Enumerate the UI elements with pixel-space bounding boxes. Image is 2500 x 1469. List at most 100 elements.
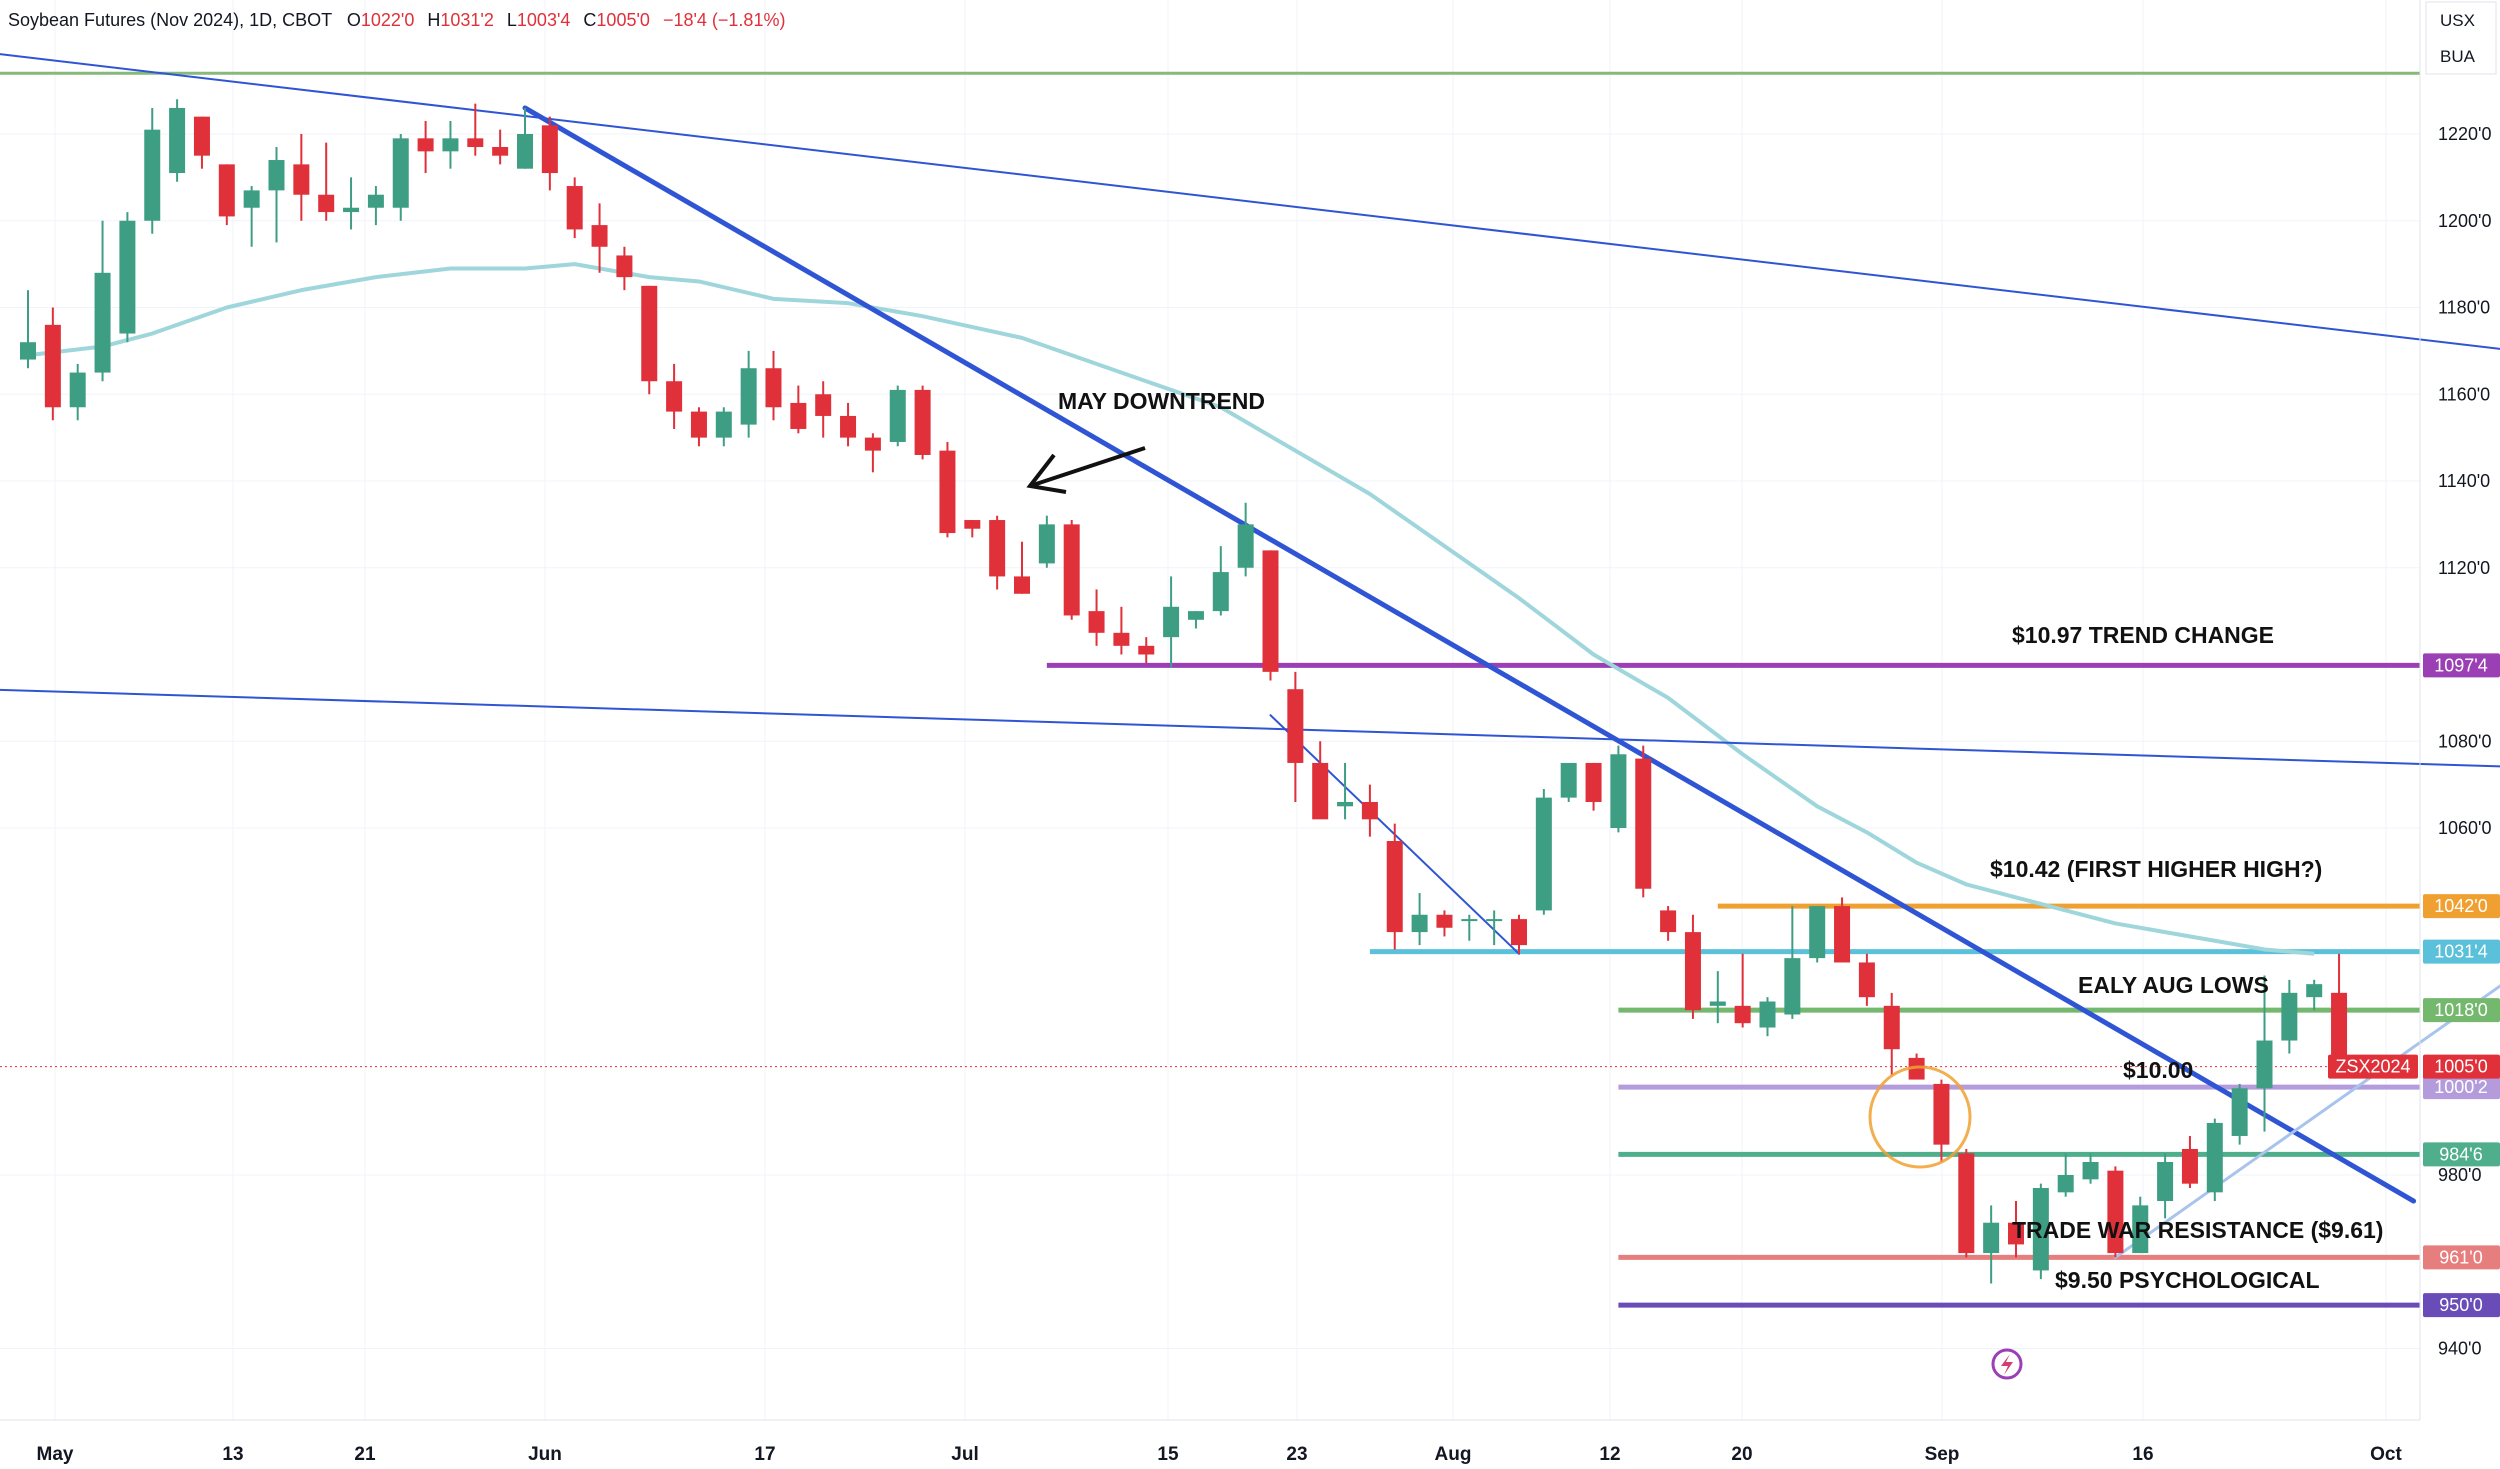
candle[interactable]: [1038, 515, 1055, 568]
candle[interactable]: [2306, 979, 2323, 1011]
candle[interactable]: [467, 103, 484, 156]
candle[interactable]: [1834, 897, 1851, 963]
price-tag[interactable]: 950'0: [2423, 1293, 2500, 1318]
candle[interactable]: [1709, 971, 1726, 1024]
trend-line-long_downtrend_upper[interactable]: [0, 52, 2500, 386]
candle[interactable]: [69, 363, 86, 421]
candle[interactable]: [765, 350, 782, 421]
candle[interactable]: [94, 220, 111, 382]
candle[interactable]: [1287, 671, 1304, 802]
price-tag[interactable]: 961'0: [2423, 1245, 2500, 1270]
candle[interactable]: [318, 142, 335, 221]
candle[interactable]: [889, 385, 906, 447]
candle[interactable]: [815, 381, 832, 438]
candle[interactable]: [641, 285, 658, 395]
candle[interactable]: [1908, 1053, 1925, 1080]
candle[interactable]: [1610, 745, 1627, 833]
candle[interactable]: [989, 515, 1006, 590]
candle[interactable]: [864, 433, 881, 473]
candle[interactable]: [1436, 910, 1453, 937]
candle[interactable]: [1113, 606, 1130, 655]
candle[interactable]: [690, 407, 707, 447]
candle[interactable]: [343, 177, 360, 230]
candle[interactable]: [1759, 997, 1776, 1037]
candle[interactable]: [1560, 762, 1577, 802]
candle[interactable]: [1635, 745, 1652, 898]
candle[interactable]: [2157, 1153, 2174, 1219]
candle[interactable]: [2206, 1118, 2223, 1202]
candle[interactable]: [1784, 906, 1801, 1019]
candle[interactable]: [268, 147, 285, 243]
price-tag[interactable]: 1031'4: [2423, 939, 2500, 964]
candle[interactable]: [193, 116, 210, 169]
current-price-tag[interactable]: 1005'0 ZSX2024: [2328, 1054, 2500, 1079]
candle[interactable]: [2256, 975, 2273, 1132]
candle[interactable]: [1535, 788, 1552, 915]
candle[interactable]: [44, 307, 61, 421]
candle[interactable]: [715, 407, 732, 447]
candle[interactable]: [1138, 637, 1155, 664]
candle[interactable]: [243, 186, 260, 247]
candle[interactable]: [1809, 906, 1826, 963]
candle[interactable]: [914, 385, 931, 460]
candle[interactable]: [840, 402, 857, 447]
candle[interactable]: [293, 134, 310, 221]
lightning-icon[interactable]: [1991, 1348, 2023, 1380]
price-tag[interactable]: 1042'0: [2423, 894, 2500, 919]
candle[interactable]: [119, 212, 136, 343]
candle[interactable]: [2281, 979, 2298, 1054]
currency-box[interactable]: [2425, 1, 2497, 75]
candle[interactable]: [20, 290, 36, 369]
candle[interactable]: [1212, 546, 1229, 616]
candle[interactable]: [2057, 1153, 2074, 1197]
candle[interactable]: [218, 164, 235, 226]
candle[interactable]: [2082, 1153, 2099, 1184]
candle[interactable]: [2008, 1201, 2024, 1258]
candle[interactable]: [1386, 823, 1403, 950]
trend-line-may_downtrend[interactable]: [522, 105, 2417, 1204]
candle[interactable]: [1088, 589, 1105, 646]
candle[interactable]: [591, 203, 608, 273]
candle[interactable]: [1660, 906, 1677, 941]
candle[interactable]: [964, 520, 981, 538]
price-tag[interactable]: 1097'4: [2423, 653, 2500, 678]
candle[interactable]: [2107, 1166, 2124, 1258]
price-tag[interactable]: 1018'0: [2423, 998, 2500, 1023]
candle[interactable]: [2181, 1135, 2198, 1189]
candle[interactable]: [1511, 914, 1527, 954]
candle[interactable]: [144, 107, 161, 234]
trend-line-long_downtrend_lower[interactable]: [0, 688, 2500, 776]
candle[interactable]: [1411, 893, 1428, 946]
candle[interactable]: [1486, 910, 1503, 946]
candle[interactable]: [1684, 914, 1701, 1019]
candle[interactable]: [2231, 1083, 2248, 1145]
candle[interactable]: [1958, 1148, 1975, 1258]
candle[interactable]: [1237, 502, 1254, 577]
candle[interactable]: [1734, 953, 1751, 1028]
candle[interactable]: [1262, 550, 1279, 681]
price-axis[interactable]: 1220'0 1200'0 1180'0 1160'0 1140'0 1120'0 1080…: [2438, 124, 2492, 1359]
candle[interactable]: [1361, 784, 1378, 837]
candle[interactable]: [1858, 953, 1875, 1006]
candle[interactable]: [1933, 1079, 1950, 1162]
candle[interactable]: [517, 107, 533, 169]
candle[interactable]: [1163, 576, 1180, 668]
candle[interactable]: [1461, 914, 1478, 941]
candle[interactable]: [1883, 992, 1900, 1076]
candle[interactable]: [442, 120, 459, 169]
candle[interactable]: [1063, 520, 1080, 620]
candle[interactable]: [417, 120, 434, 174]
candle[interactable]: [939, 441, 956, 538]
candle[interactable]: [666, 363, 683, 429]
candle[interactable]: [566, 177, 583, 239]
candle[interactable]: [1337, 762, 1354, 820]
candle[interactable]: [2132, 1196, 2149, 1254]
candle[interactable]: [1014, 541, 1030, 594]
candle[interactable]: [169, 99, 186, 182]
candle[interactable]: [367, 186, 384, 226]
candle[interactable]: [790, 385, 807, 434]
candle[interactable]: [1585, 762, 1602, 811]
candle[interactable]: [492, 129, 509, 165]
price-tag[interactable]: 984'6: [2423, 1142, 2500, 1167]
candle[interactable]: [2032, 1183, 2049, 1280]
